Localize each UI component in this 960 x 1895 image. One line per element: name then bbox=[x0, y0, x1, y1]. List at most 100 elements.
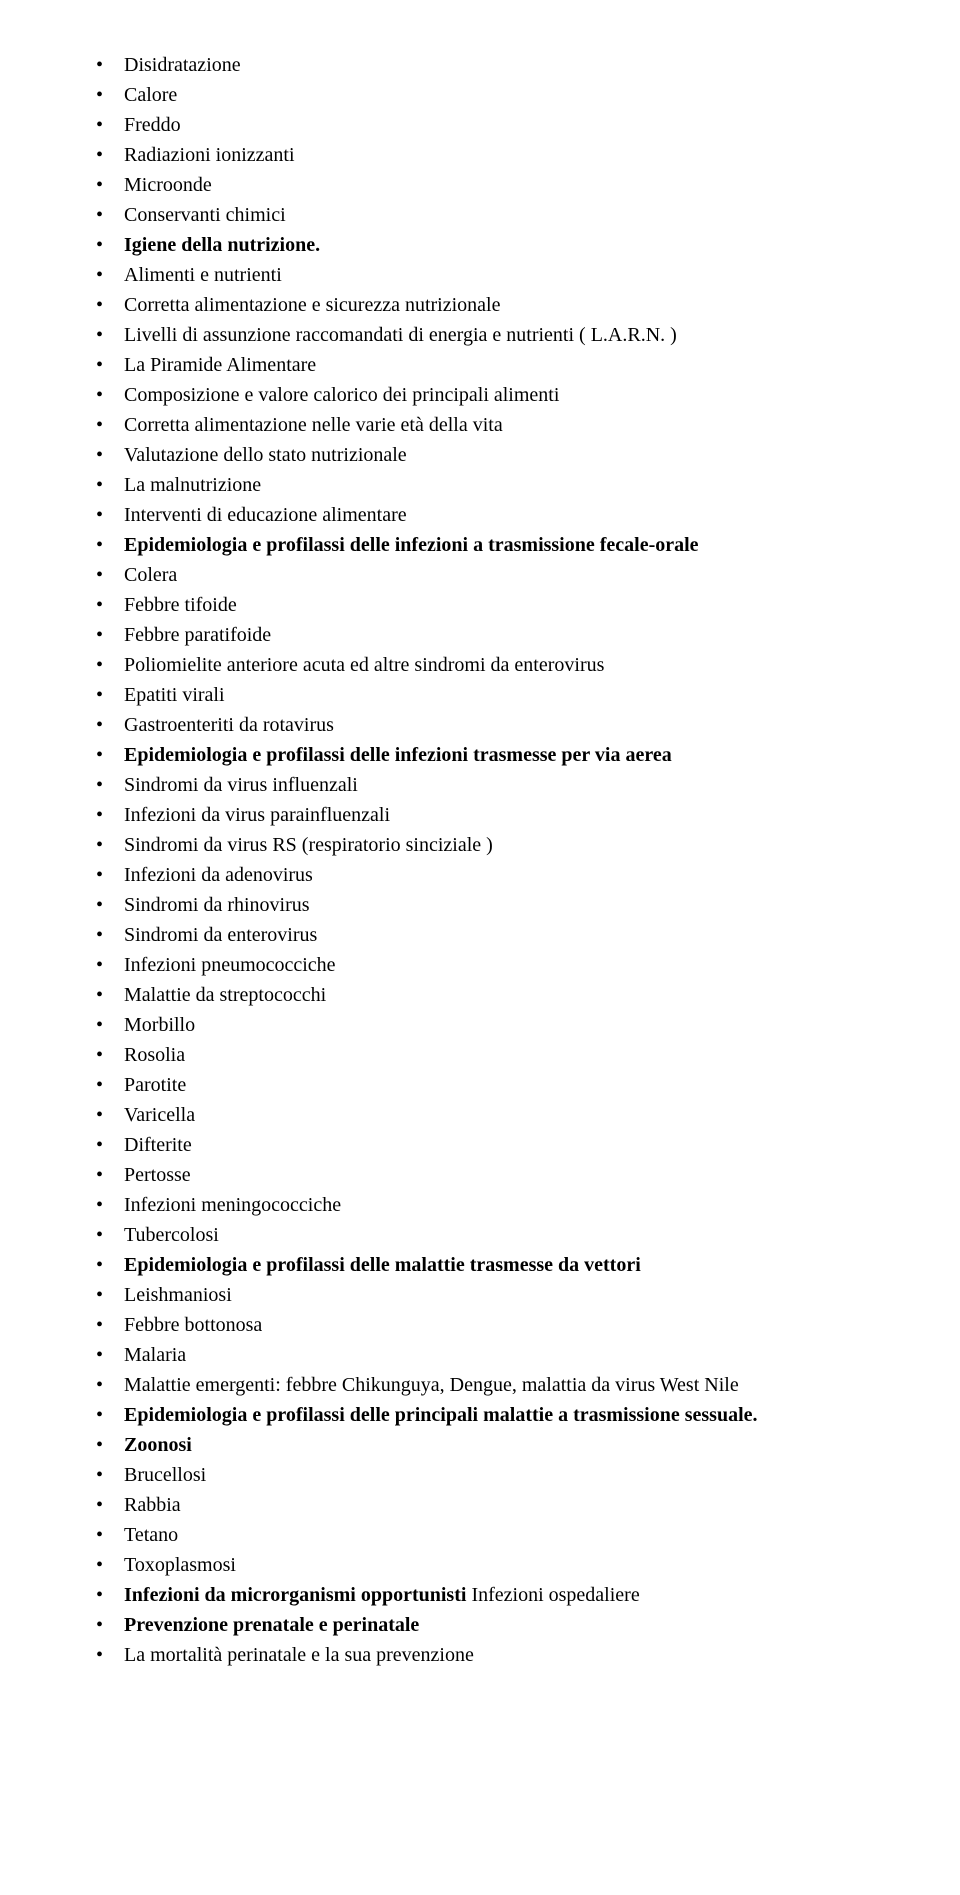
list-item-text: Radiazioni ionizzanti bbox=[124, 144, 295, 166]
list-item-text: Toxoplasmosi bbox=[124, 1554, 236, 1576]
list-item-text: Rosolia bbox=[124, 1044, 185, 1066]
list-item-text: Alimenti e nutrienti bbox=[124, 264, 282, 286]
list-item-text: La Piramide Alimentare bbox=[124, 354, 316, 376]
list-item-text: Morbillo bbox=[124, 1014, 195, 1036]
list-item: Leishmaniosi bbox=[90, 1280, 890, 1310]
list-item: Parotite bbox=[90, 1070, 890, 1100]
list-item: Disidratazione bbox=[90, 50, 890, 80]
list-item: Poliomielite anteriore acuta ed altre si… bbox=[90, 650, 890, 680]
list-item: Calore bbox=[90, 80, 890, 110]
list-item-text: Infezioni da adenovirus bbox=[124, 864, 313, 886]
list-item: Tetano bbox=[90, 1520, 890, 1550]
list-item-text: Epidemiologia e profilassi delle malatti… bbox=[124, 1254, 641, 1276]
list-item-text: Corretta alimentazione nelle varie età d… bbox=[124, 414, 503, 436]
list-item: Malattie emergenti: febbre Chikunguya, D… bbox=[90, 1370, 890, 1400]
list-item: Difterite bbox=[90, 1130, 890, 1160]
list-item: Alimenti e nutrienti bbox=[90, 260, 890, 290]
list-item: Rabbia bbox=[90, 1490, 890, 1520]
list-item-text: Infezioni da virus parainfluenzali bbox=[124, 804, 390, 826]
list-item-text: Brucellosi bbox=[124, 1464, 206, 1486]
list-item-text: Freddo bbox=[124, 114, 181, 136]
list-item-text: La malnutrizione bbox=[124, 474, 261, 496]
list-item-text: Febbre paratifoide bbox=[124, 624, 271, 646]
list-item: Epidemiologia e profilassi delle infezio… bbox=[90, 530, 890, 560]
list-item: Varicella bbox=[90, 1100, 890, 1130]
list-item-text: Malaria bbox=[124, 1344, 186, 1366]
list-item-text: Infezioni meningococciche bbox=[124, 1194, 341, 1216]
list-item-text: Parotite bbox=[124, 1074, 186, 1096]
list-item: Corretta alimentazione e sicurezza nutri… bbox=[90, 290, 890, 320]
list-item-text: Epidemiologia e profilassi delle princip… bbox=[124, 1404, 758, 1426]
list-item: Epidemiologia e profilassi delle malatti… bbox=[90, 1250, 890, 1280]
list-item-text: Sindromi da virus influenzali bbox=[124, 774, 358, 796]
list-item: Prevenzione prenatale e perinatale bbox=[90, 1610, 890, 1640]
list-item-text: Sindromi da enterovirus bbox=[124, 924, 317, 946]
list-item: Composizione e valore calorico dei princ… bbox=[90, 380, 890, 410]
list-item: Valutazione dello stato nutrizionale bbox=[90, 440, 890, 470]
list-item: Febbre bottonosa bbox=[90, 1310, 890, 1340]
list-item-text: Epatiti virali bbox=[124, 684, 225, 706]
list-item: Gastroenteriti da rotavirus bbox=[90, 710, 890, 740]
list-item-text: Epidemiologia e profilassi delle infezio… bbox=[124, 534, 699, 556]
list-item-text: Calore bbox=[124, 84, 177, 106]
list-item: Freddo bbox=[90, 110, 890, 140]
list-item-text: Infezioni pneumococciche bbox=[124, 954, 336, 976]
list-item-text: Poliomielite anteriore acuta ed altre si… bbox=[124, 654, 604, 676]
list-item-text: Conservanti chimici bbox=[124, 204, 286, 226]
list-item-text: Livelli di assunzione raccomandati di en… bbox=[124, 324, 677, 346]
list-item-text: Composizione e valore calorico dei princ… bbox=[124, 384, 559, 406]
list-item-text: Rabbia bbox=[124, 1494, 181, 1516]
list-item: Colera bbox=[90, 560, 890, 590]
list-item-text: Valutazione dello stato nutrizionale bbox=[124, 444, 407, 466]
list-item-text: Leishmaniosi bbox=[124, 1284, 232, 1306]
list-item: Infezioni meningococciche bbox=[90, 1190, 890, 1220]
list-item-text: Febbre bottonosa bbox=[124, 1314, 262, 1336]
list-item: Epidemiologia e profilassi delle princip… bbox=[90, 1400, 890, 1430]
list-item: Corretta alimentazione nelle varie età d… bbox=[90, 410, 890, 440]
list-item-text: Prevenzione prenatale e perinatale bbox=[124, 1614, 419, 1636]
list-item: Epidemiologia e profilassi delle infezio… bbox=[90, 740, 890, 770]
list-item: Rosolia bbox=[90, 1040, 890, 1070]
list-item-text: Tubercolosi bbox=[124, 1224, 219, 1246]
list-item: Zoonosi bbox=[90, 1430, 890, 1460]
list-item-text: Gastroenteriti da rotavirus bbox=[124, 714, 334, 736]
list-item-text: Infezioni ospedaliere bbox=[466, 1584, 639, 1606]
list-item-text: Febbre tifoide bbox=[124, 594, 237, 616]
list-item: Infezioni da virus parainfluenzali bbox=[90, 800, 890, 830]
list-item: La mortalità perinatale e la sua prevenz… bbox=[90, 1640, 890, 1670]
list-item: Morbillo bbox=[90, 1010, 890, 1040]
list-item-text: Pertosse bbox=[124, 1164, 191, 1186]
list-item: Conservanti chimici bbox=[90, 200, 890, 230]
list-item: Sindromi da rhinovirus bbox=[90, 890, 890, 920]
list-item-text: Malattie emergenti: febbre Chikunguya, D… bbox=[124, 1374, 739, 1396]
list-item: Radiazioni ionizzanti bbox=[90, 140, 890, 170]
list-item-text: Tetano bbox=[124, 1524, 178, 1546]
bulleted-list: Disidratazione Calore Freddo Radiazioni ion… bbox=[90, 50, 890, 1670]
list-item: Febbre paratifoide bbox=[90, 620, 890, 650]
list-item-text: Corretta alimentazione e sicurezza nutri… bbox=[124, 294, 500, 316]
list-item-text: Varicella bbox=[124, 1104, 195, 1126]
list-item-text: Sindromi da virus RS (respiratorio sinci… bbox=[124, 834, 493, 856]
list-item: Sindromi da virus RS (respiratorio sinci… bbox=[90, 830, 890, 860]
list-item-text: Sindromi da rhinovirus bbox=[124, 894, 310, 916]
list-item: La malnutrizione bbox=[90, 470, 890, 500]
list-item: Sindromi da virus influenzali bbox=[90, 770, 890, 800]
list-item-text: Zoonosi bbox=[124, 1434, 192, 1456]
list-item-text: Igiene della nutrizione. bbox=[124, 234, 320, 256]
list-item: Igiene della nutrizione. bbox=[90, 230, 890, 260]
list-item-text: Epidemiologia e profilassi delle infezio… bbox=[124, 744, 672, 766]
list-item-text-bold: Infezioni da microrganismi opportunisti bbox=[124, 1584, 466, 1606]
list-item: Malaria bbox=[90, 1340, 890, 1370]
list-item-text: Colera bbox=[124, 564, 177, 586]
list-item: Microonde bbox=[90, 170, 890, 200]
list-item: Interventi di educazione alimentare bbox=[90, 500, 890, 530]
list-item: Malattie da streptococchi bbox=[90, 980, 890, 1010]
list-item-text: Microonde bbox=[124, 174, 212, 196]
list-item: Brucellosi bbox=[90, 1460, 890, 1490]
list-item-text: Malattie da streptococchi bbox=[124, 984, 326, 1006]
list-item: Infezioni da microrganismi opportunisti … bbox=[90, 1580, 890, 1610]
list-item: Infezioni da adenovirus bbox=[90, 860, 890, 890]
list-item: Infezioni pneumococciche bbox=[90, 950, 890, 980]
list-item: Tubercolosi bbox=[90, 1220, 890, 1250]
list-item: Epatiti virali bbox=[90, 680, 890, 710]
